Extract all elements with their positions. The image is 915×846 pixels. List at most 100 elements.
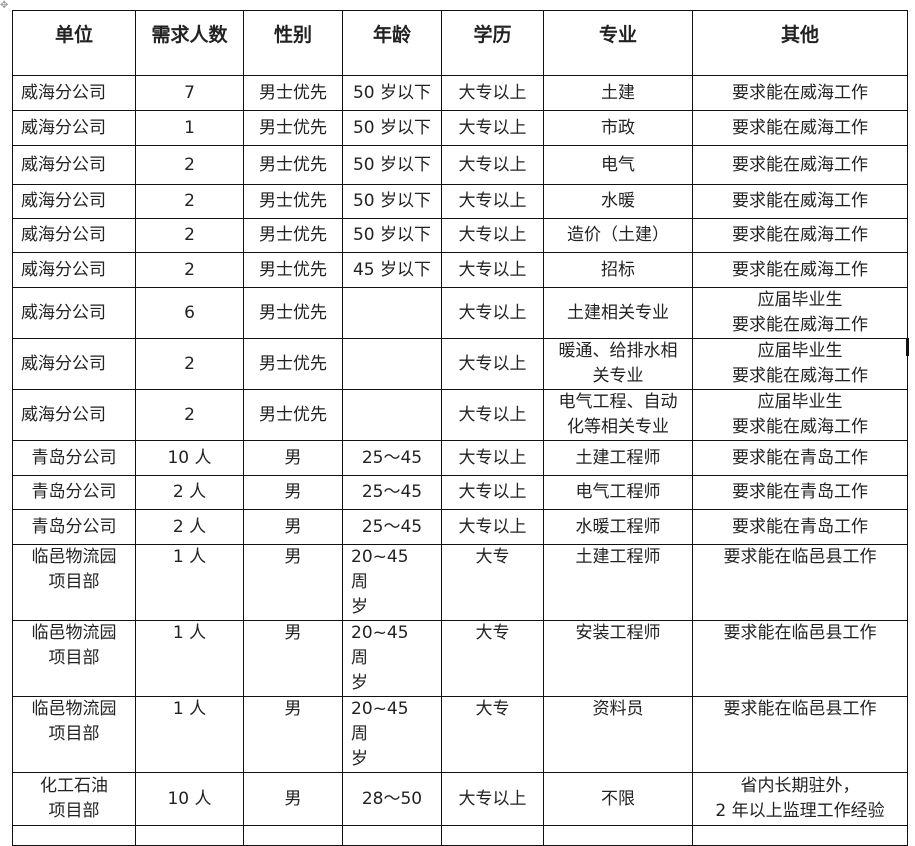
table-row: 临邑物流园 项目部 1 人男 20~45 周 岁大专 资料员 要求能在临邑县工作 [12, 696, 908, 773]
cell-gender: 男士优先 [243, 389, 343, 441]
cell-gender: 男 [243, 440, 343, 476]
cell-unit: 临邑物流园 项目部 [12, 544, 136, 621]
cell-gender: 男士优先 [243, 252, 343, 288]
cell-other: 应届毕业生 要求能在威海工作 [692, 338, 908, 390]
header-unit: 单位 [12, 10, 136, 76]
cell-major: 造价（土建） [543, 218, 693, 253]
cell-headcount: 2 [135, 389, 244, 441]
cell-age: 25～45 [342, 509, 442, 545]
table-row: 化工石油 项目部 10 人男 28～50 大专以上 不限 省内长期驻外， 2 年以上监理工… [12, 772, 908, 826]
cell-education: 大专以上 [441, 389, 544, 441]
cell-age [342, 287, 442, 339]
table-row: 威海分公司 2 男士优先 50 岁以下 大专以上 水暖 要求能在威海工作 [12, 184, 908, 219]
cell-headcount [135, 825, 244, 846]
header-headcount: 需求人数 [135, 10, 244, 76]
cell-age: 20~45 周 岁 [342, 696, 442, 773]
cell-major: 不限 [543, 772, 693, 826]
table-row: 威海分公司 1 男士优先 50 岁以下 大专以上 市政 要求能在威海工作 [12, 110, 908, 146]
header-education: 学历 [441, 10, 544, 76]
cell-age: 50 岁以下 [342, 145, 442, 185]
cell-major: 资料员 [543, 696, 693, 773]
cell-education: 大专以上 [441, 184, 544, 219]
cell-other: 应届毕业生 要求能在威海工作 [692, 389, 908, 441]
cell-education: 大专以上 [441, 145, 544, 185]
cell-headcount: 2 [135, 145, 244, 185]
cell-major: 电气工程、自动 化等相关专业 [543, 389, 693, 441]
cell-other: 要求能在临邑县工作 [692, 696, 908, 773]
cell-other: 要求能在威海工作 [692, 75, 908, 111]
cell-age: 20~45 周 岁 [342, 544, 442, 621]
cell-age: 20~45 周 岁 [342, 620, 442, 697]
cell-education: 大专以上 [441, 110, 544, 146]
cell-headcount: 2 [135, 184, 244, 219]
cell-age: 45 岁以下 [342, 252, 442, 288]
header-major: 专业 [543, 10, 693, 76]
header-gender: 性别 [243, 10, 343, 76]
cell-headcount: 6 [135, 287, 244, 339]
cell-unit: 青岛分公司 [12, 440, 136, 476]
cell-gender: 男士优先 [243, 110, 343, 146]
cell-headcount: 2 [135, 338, 244, 390]
cell-unit: 威海分公司 [12, 389, 136, 441]
cell-headcount: 10 人 [135, 440, 244, 476]
cell-age: 50 岁以下 [342, 184, 442, 219]
cell-gender: 男 [243, 509, 343, 545]
cell-gender: 男士优先 [243, 75, 343, 111]
cell-unit: 威海分公司 [12, 145, 136, 185]
cell-unit: 威海分公司 [12, 287, 136, 339]
recruitment-table: 单位 需求人数 性别 年龄 学历 专业 其他 威海分公司 7 男士优先 50 岁以下 大专以上 土建要… [12, 10, 908, 846]
cell-unit: 威海分公司 [12, 218, 136, 253]
table-row: 威海分公司 2 男士优先 50 岁以下 大专以上 电气 要求能在威海工作 [12, 145, 908, 185]
table-row: 威海分公司 2 男士优先 大专以上 电气工程、自动 化等相关专业 应届毕业生 要求能在威海… [12, 389, 908, 441]
cell-unit [12, 825, 136, 846]
table-row: 威海分公司 2 男士优先 大专以上 暖通、给排水相 关专业 应届毕业生 要求能在威海工作 [12, 338, 908, 390]
cell-other: 省内长期驻外， 2 年以上监理工作经验 [692, 772, 908, 826]
cell-unit: 临邑物流园 项目部 [12, 696, 136, 773]
cell-age: 28～50 [342, 772, 442, 826]
cell-headcount: 2 人 [135, 509, 244, 545]
cell-other: 要求能在青岛工作 [692, 440, 908, 476]
cell-education: 大专以上 [441, 338, 544, 390]
cell-major: 电气工程师 [543, 475, 693, 510]
cell-unit: 威海分公司 [12, 184, 136, 219]
header-age: 年龄 [342, 10, 442, 76]
table-move-handle-icon[interactable]: ✥ [0, 0, 9, 11]
cell-other: 要求能在威海工作 [692, 110, 908, 146]
cell-headcount: 1 [135, 110, 244, 146]
cell-education: 大专以上 [441, 252, 544, 288]
cell-other: 要求能在威海工作 [692, 252, 908, 288]
cell-unit: 化工石油 项目部 [12, 772, 136, 826]
cell-education: 大专以上 [441, 475, 544, 510]
cell-other: 要求能在临邑县工作 [692, 620, 908, 697]
cell-major: 招标 [543, 252, 693, 288]
cell-education: 大专以上 [441, 440, 544, 476]
text-cursor [906, 338, 909, 356]
table-row: 威海分公司 2 男士优先 45 岁以下 大专以上 招标 要求能在威海工作 [12, 252, 908, 288]
cell-age: 50 岁以下 [342, 218, 442, 253]
cell-age: 25～45 [342, 475, 442, 510]
cell-gender: 男士优先 [243, 218, 343, 253]
header-other: 其他 [692, 10, 908, 76]
cell-other: 要求能在青岛工作 [692, 509, 908, 545]
cell-major: 电气 [543, 145, 693, 185]
cell-age: 50 岁以下 [342, 110, 442, 146]
cell-other: 要求能在威海工作 [692, 184, 908, 219]
table-row: 威海分公司 7 男士优先 50 岁以下 大专以上 土建 要求能在威海工作 [12, 75, 908, 111]
cell-major: 水暖 [543, 184, 693, 219]
cell-gender: 男 [243, 475, 343, 510]
table-row [12, 825, 908, 846]
cell-headcount: 7 [135, 75, 244, 111]
cell-gender: 男 [243, 544, 343, 621]
cell-headcount: 1 人 [135, 544, 244, 621]
cell-age [342, 825, 442, 846]
cell-unit: 临邑物流园 项目部 [12, 620, 136, 697]
cell-other: 要求能在威海工作 [692, 145, 908, 185]
cell-other: 应届毕业生 要求能在威海工作 [692, 287, 908, 339]
cell-major: 市政 [543, 110, 693, 146]
cell-unit: 青岛分公司 [12, 475, 136, 510]
cell-gender: 男士优先 [243, 338, 343, 390]
cell-gender: 男士优先 [243, 145, 343, 185]
table-row: 威海分公司 2 男士优先 50 岁以下 大专以上 造价（土建） 要求能在威海工作 [12, 218, 908, 253]
cell-major: 土建工程师 [543, 544, 693, 621]
cell-headcount: 2 [135, 252, 244, 288]
